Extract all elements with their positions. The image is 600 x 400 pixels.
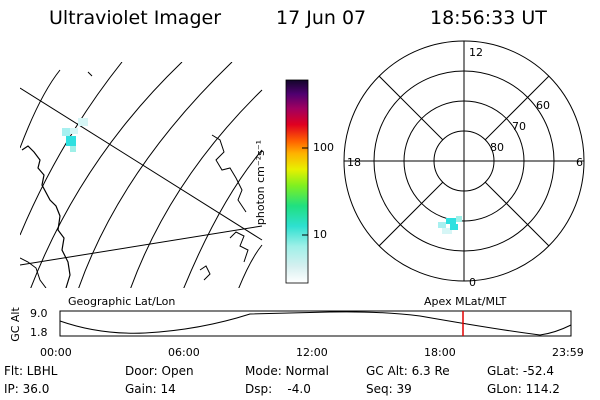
x-tick-0000: 00:00 [40,346,72,359]
time-label: 18:56:33 UT [430,7,547,29]
polar-plot [343,40,585,282]
mlat-label-70: 70 [512,120,526,133]
status-door: Door: Open [125,364,194,378]
date-label: 17 Jun 07 [276,7,367,29]
colorbar-unit-label: photon cm⁻²s⁻¹ [254,139,268,226]
geo-aurora-patch [62,118,88,152]
mlat-label-80: 80 [490,141,504,154]
apex-caption: Apex MLat/MLT [424,295,507,308]
instrument-title: Ultraviolet Imager [49,7,222,29]
colorbar [285,79,309,284]
mlt-label-6: 6 [576,156,583,169]
status-mode: Mode: Normal [245,364,329,378]
mlt-label-0: 0 [469,276,476,289]
mlat-label-60: 60 [536,99,550,112]
y-tick-9: 9.0 [30,307,48,320]
status-gain: Gain: 14 [125,382,176,396]
x-tick-0600: 06:00 [168,346,200,359]
status-glon: GLon: 114.2 [487,382,560,396]
x-tick-1200: 12:00 [296,346,328,359]
y-tick-1-8: 1.8 [30,326,48,339]
colorbar-ticks [302,147,308,236]
colorbar-tick-100: 100 [313,141,334,154]
status-dsp: Dsp: -4.0 [245,382,311,396]
geo-caption: Geographic Lat/Lon [68,295,176,308]
status-gc-alt: GC Alt: 6.3 Re [366,364,450,378]
altitude-timeline [59,310,572,337]
colorbar-tick-10: 10 [313,228,327,241]
status-glat: GLat: -52.4 [487,364,554,378]
geographic-map [20,62,263,288]
status-flt: Flt: LBHL [4,364,58,378]
polar-aurora-patch [438,216,462,234]
gc-alt-axis-label: GC Alt [8,307,22,342]
mlt-label-18: 18 [347,156,361,169]
status-ip: IP: 36.0 [4,382,50,396]
x-tick-2359: 23:59 [552,346,584,359]
mlt-label-12: 12 [469,46,483,59]
x-tick-1800: 18:00 [424,346,456,359]
status-seq: Seq: 39 [366,382,412,396]
